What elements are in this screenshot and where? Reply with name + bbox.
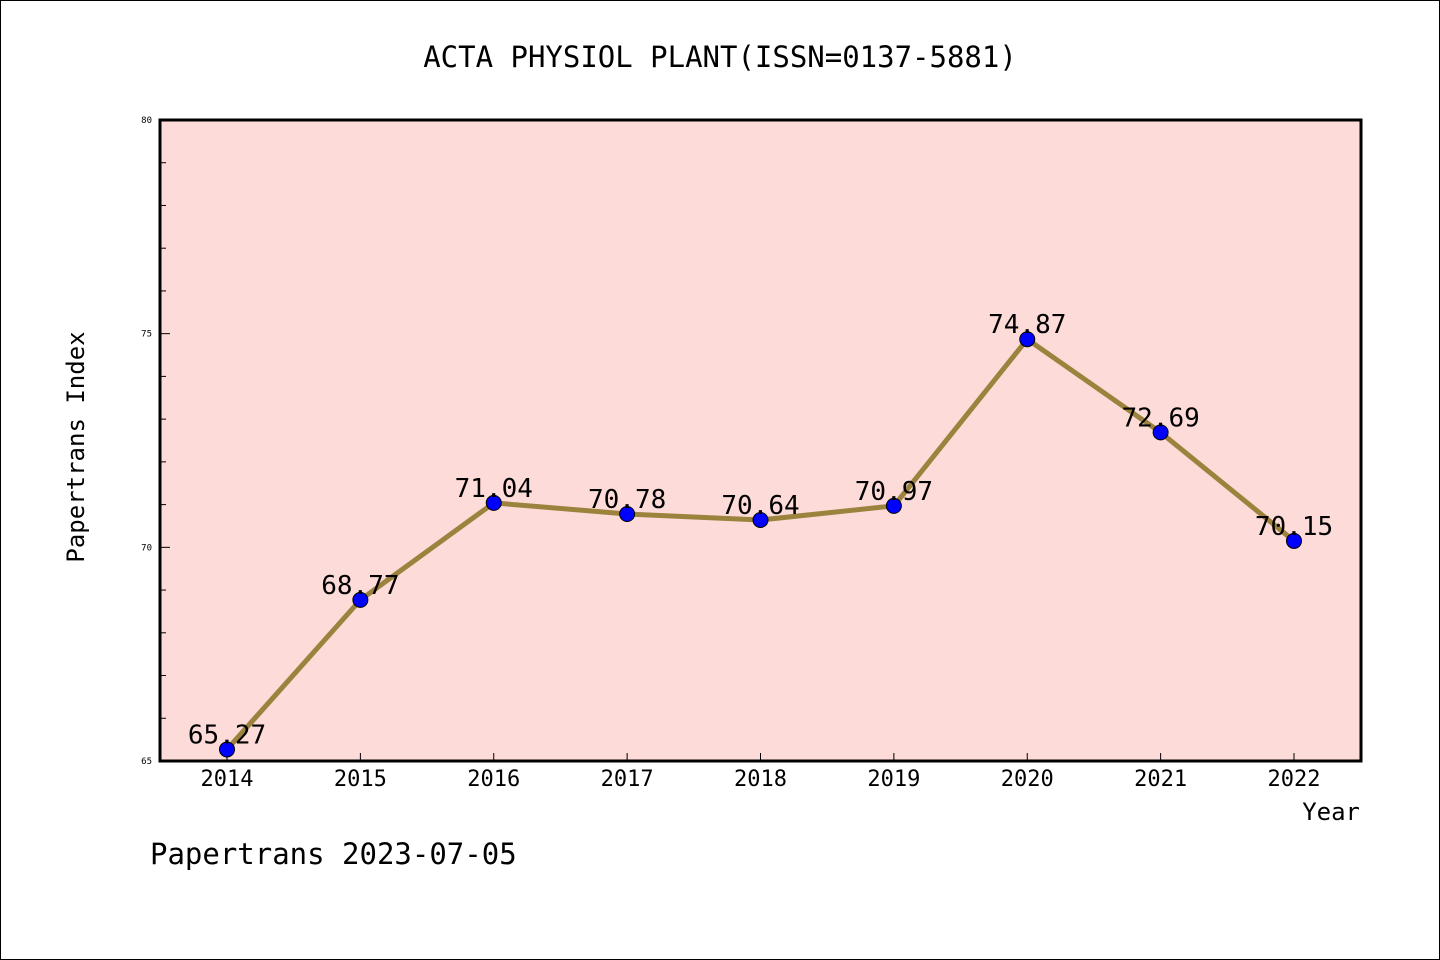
y-tick-label: 70 — [141, 543, 152, 553]
data-point — [485, 494, 502, 511]
data-point — [1152, 424, 1169, 441]
footer-date: Papertrans 2023-07-05 — [150, 837, 517, 871]
data-point — [1019, 331, 1036, 348]
x-axis-label: Year — [1302, 798, 1360, 826]
y-tick-label: 80 — [141, 116, 152, 126]
x-axis-ticks: 2014 2015 2016 2017 2018 2019 2020 2021 2022 — [201, 753, 1321, 792]
y-tick-label: 65 — [141, 757, 152, 767]
x-tick-label: 2017 — [601, 767, 654, 792]
x-tick-label: 2022 — [1268, 767, 1321, 792]
x-tick-label: 2018 — [734, 767, 787, 792]
data-label: 65.27 — [188, 720, 266, 750]
x-tick-label: 2016 — [467, 767, 520, 792]
data-labels: 65.27 68.77 71.04 70.78 70.64 70.97 74.87 72.69… — [188, 310, 1333, 750]
data-point — [885, 497, 902, 514]
y-axis-label: Papertrans Index — [62, 331, 90, 562]
data-label: 70.64 — [721, 491, 799, 521]
data-point — [352, 591, 369, 608]
data-label: 70.15 — [1255, 512, 1333, 542]
data-label: 74.87 — [988, 310, 1066, 340]
data-point — [752, 511, 769, 528]
x-tick-label: 2020 — [1001, 767, 1054, 792]
data-label: 68.77 — [321, 571, 399, 601]
data-point — [1286, 532, 1302, 549]
x-tick-label: 2021 — [1134, 767, 1187, 792]
chart-title: ACTA PHYSIOL PLANT(ISSN=0137-5881) — [423, 40, 1017, 74]
data-label: 71.04 — [455, 474, 533, 504]
x-tick-label: 2019 — [867, 767, 920, 792]
y-tick-label: 75 — [141, 330, 152, 340]
data-label: 72.69 — [1121, 403, 1199, 433]
x-tick-label: 2015 — [334, 767, 387, 792]
plot-area — [160, 120, 1361, 761]
data-label: 70.78 — [588, 485, 666, 515]
x-tick-label: 2014 — [201, 767, 254, 792]
data-point — [619, 506, 636, 523]
data-label: 70.97 — [855, 477, 933, 507]
plot-border — [158, 118, 1363, 763]
data-points — [219, 331, 1302, 758]
data-point — [219, 741, 235, 758]
